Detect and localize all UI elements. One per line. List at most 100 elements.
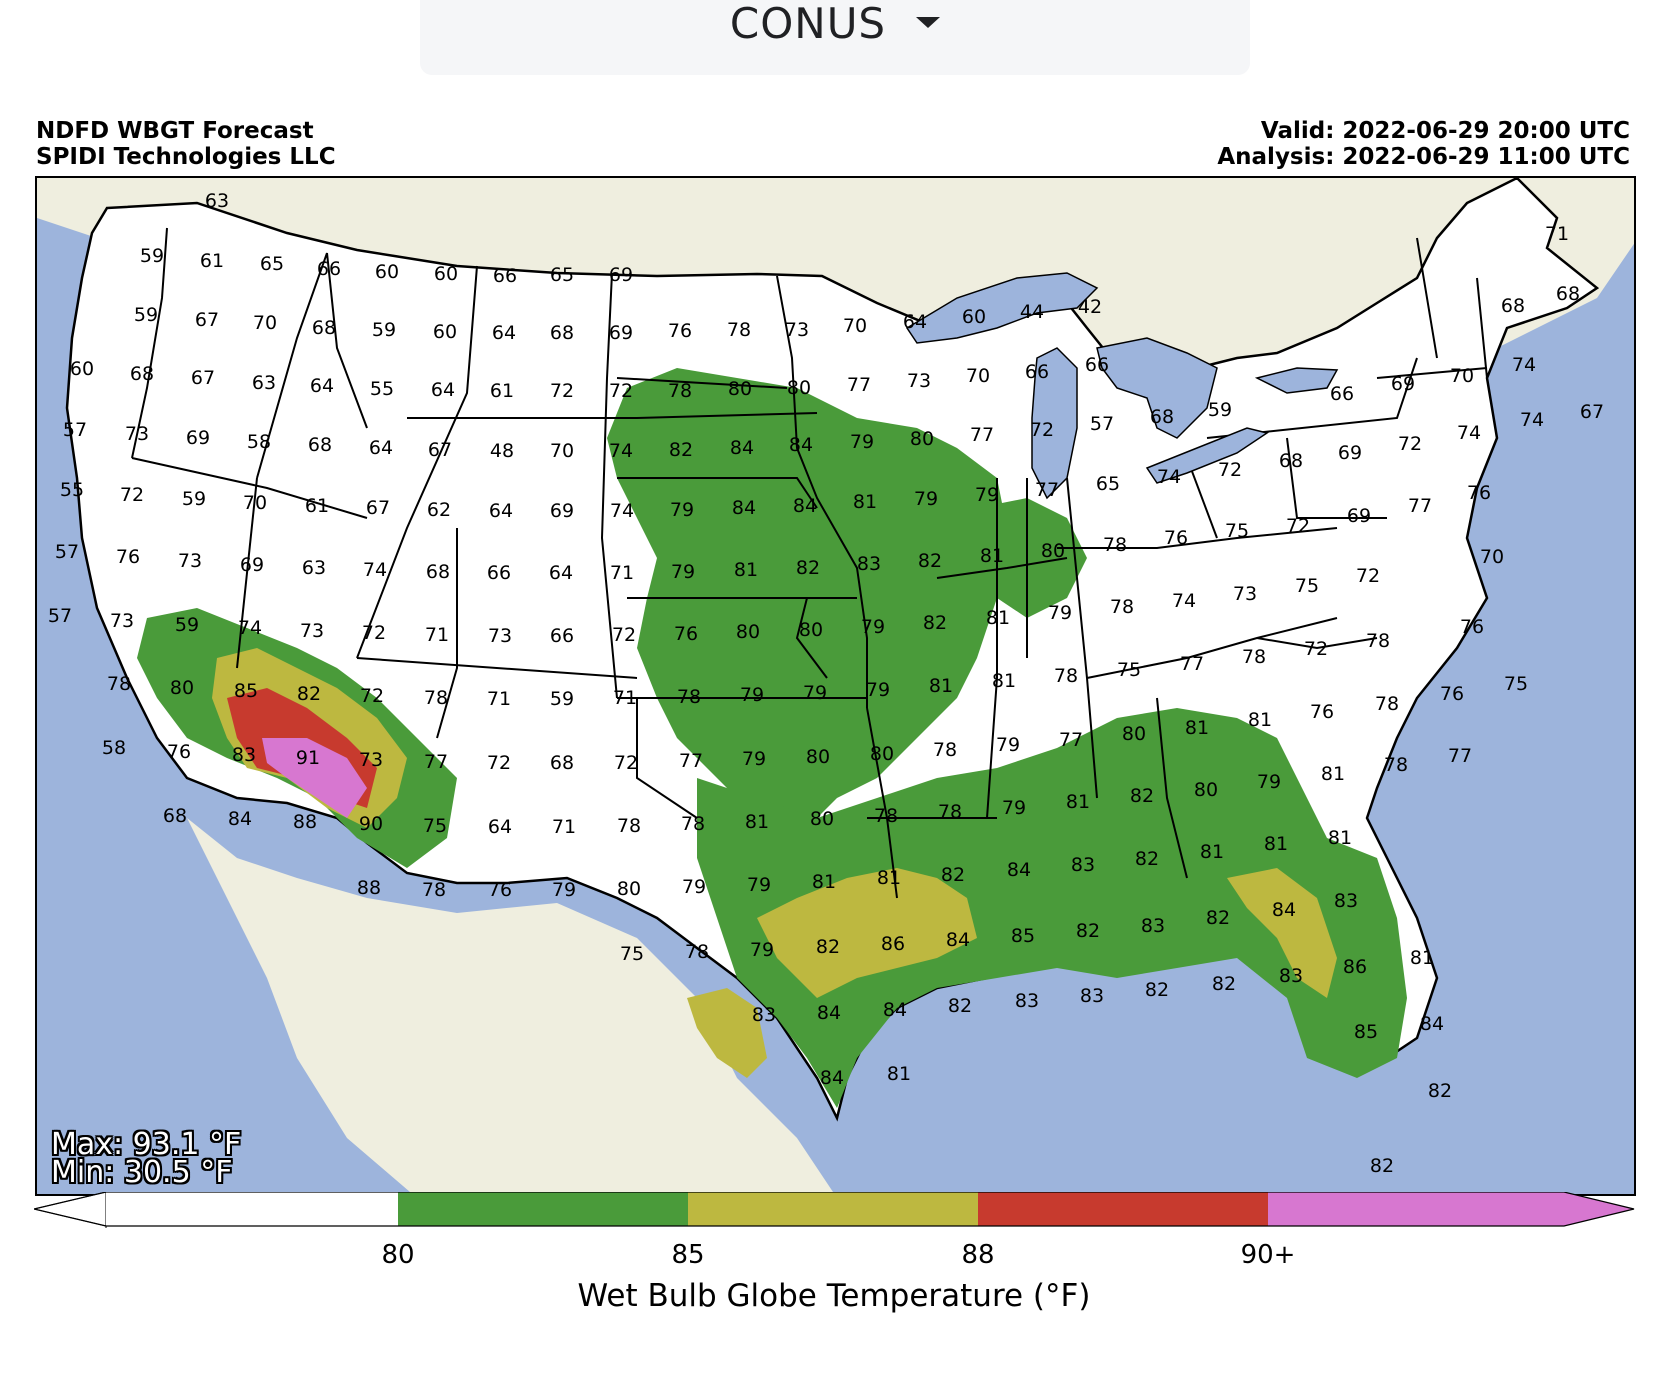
station-value: 69 [609, 264, 633, 286]
station-value: 71 [425, 624, 449, 646]
station-value: 61 [490, 380, 514, 402]
station-value: 77 [424, 751, 448, 773]
station-value: 73 [125, 423, 149, 445]
station-value: 83 [1080, 985, 1104, 1007]
station-value: 79 [682, 876, 706, 898]
mexico-land [187, 818, 835, 1194]
station-value: 73 [359, 749, 383, 771]
station-value: 76 [116, 546, 140, 568]
station-value: 79 [975, 484, 999, 506]
station-value: 58 [247, 431, 271, 453]
station-value: 59 [1208, 399, 1232, 421]
station-value: 74 [363, 559, 387, 581]
station-value: 59 [140, 245, 164, 267]
station-value: 74 [238, 617, 262, 639]
colorbar-segment-90 [1268, 1192, 1634, 1226]
colorbar-tick-88: 88 [961, 1240, 995, 1270]
station-value: 85 [1354, 1021, 1378, 1043]
station-value: 73 [907, 370, 931, 392]
station-value: 62 [427, 499, 451, 521]
field-85-fl [1227, 868, 1337, 998]
station-value: 84 [817, 1002, 841, 1024]
station-value: 70 [243, 492, 267, 514]
station-value: 70 [253, 312, 277, 334]
station-value: 78 [422, 879, 446, 901]
station-value: 73 [178, 550, 202, 572]
station-value: 72 [1398, 433, 1422, 455]
station-value: 70 [550, 440, 574, 462]
station-value: 81 [1185, 717, 1209, 739]
station-value: 59 [182, 488, 206, 510]
station-value: 59 [550, 688, 574, 710]
station-value: 86 [1343, 956, 1367, 978]
station-value: 55 [60, 479, 84, 501]
station-value: 74 [1512, 354, 1536, 376]
station-value: 80 [170, 677, 194, 699]
station-value: 76 [488, 879, 512, 901]
colorbar-segment-85 [688, 1192, 978, 1226]
station-value: 84 [730, 437, 754, 459]
station-value: 83 [1141, 915, 1165, 937]
wbgt-map: 63 59 61 65 66 60 60 66 65 69 59 67 70 68 59 60 64 68 69 76… [35, 176, 1636, 1196]
station-value: 80 [810, 808, 834, 830]
station-value: 65 [550, 264, 574, 286]
station-value: 72 [487, 752, 511, 774]
station-value: 57 [1090, 413, 1114, 435]
station-value: 83 [1071, 854, 1095, 876]
station-value: 85 [234, 680, 258, 702]
station-value: 82 [1135, 848, 1159, 870]
region-dropdown[interactable]: CONUS [420, 0, 1250, 75]
station-value: 68 [312, 317, 336, 339]
station-value: 69 [240, 554, 264, 576]
station-value: 81 [986, 607, 1010, 629]
station-value: 84 [789, 434, 813, 456]
station-value: 70 [843, 315, 867, 337]
station-value: 78 [1384, 754, 1408, 776]
station-value: 79 [861, 616, 885, 638]
field-80-plains [607, 368, 1007, 838]
station-value: 72 [612, 624, 636, 646]
station-value: 72 [362, 622, 386, 644]
station-value: 75 [1504, 673, 1528, 695]
station-value: 81 [853, 491, 877, 513]
station-value: 61 [200, 250, 224, 272]
station-value: 77 [970, 424, 994, 446]
station-value: 76 [1440, 683, 1464, 705]
station-value: 64 [549, 562, 573, 584]
station-value: 58 [102, 737, 126, 759]
station-value: 71 [1545, 223, 1569, 245]
station-value: 57 [55, 541, 79, 563]
station-value: 80 [910, 428, 934, 450]
great-lakes [905, 272, 1339, 500]
station-value: 82 [923, 612, 947, 634]
station-value: 79 [1257, 771, 1281, 793]
station-value: 72 [1218, 459, 1242, 481]
station-value: 73 [1233, 583, 1257, 605]
station-value: 79 [747, 874, 771, 896]
station-value: 77 [1059, 729, 1083, 751]
station-value: 67 [191, 367, 215, 389]
station-value: 83 [752, 1004, 776, 1026]
colorbar [34, 1192, 1635, 1228]
station-value: 81 [929, 675, 953, 697]
station-value: 69 [609, 322, 633, 344]
station-value: 81 [812, 871, 836, 893]
station-value: 42 [1078, 296, 1102, 318]
colorbar-tick-85: 85 [671, 1240, 705, 1270]
station-value: 65 [260, 253, 284, 275]
station-value: 71 [613, 687, 637, 709]
station-value: 67 [195, 309, 219, 331]
station-value: 76 [674, 623, 698, 645]
station-value: 81 [1321, 763, 1345, 785]
station-value: 68 [550, 752, 574, 774]
station-value: 81 [877, 867, 901, 889]
colorbar-segment-lt80-body [106, 1192, 398, 1226]
station-value: 66 [550, 625, 574, 647]
station-value: 72 [550, 380, 574, 402]
station-value: 60 [962, 306, 986, 328]
station-value: 83 [1334, 890, 1358, 912]
station-value: 69 [550, 500, 574, 522]
station-value: 80 [806, 746, 830, 768]
station-value: 60 [434, 263, 458, 285]
lake-huron [1096, 337, 1218, 439]
